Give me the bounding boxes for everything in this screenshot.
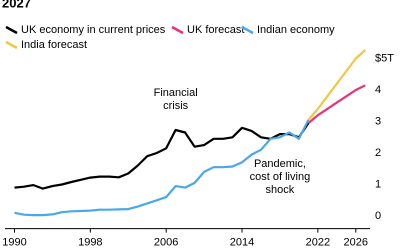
chart-title: 2027 (2, 0, 31, 10)
series-line (307, 49, 367, 121)
y-tick-label: 1 (375, 178, 381, 190)
y-tick-label: $5T (375, 52, 394, 64)
x-tick-label: 1998 (78, 237, 102, 249)
series-line (307, 84, 366, 124)
legend-label: UK forecast (187, 24, 244, 36)
x-tick-label: 1990 (2, 237, 26, 249)
legend-label: UK economy in current prices (21, 24, 166, 36)
y-tick-label: 2 (375, 147, 381, 159)
y-tick-label: 3 (375, 115, 381, 127)
series-line (14, 119, 310, 217)
legend-swatch (5, 25, 18, 35)
legend-label: Indian economy (257, 24, 335, 36)
legend-swatch (5, 40, 18, 50)
annotation: Financial (154, 87, 198, 99)
annotation: shock (266, 184, 295, 196)
y-tick-label: 0 (375, 210, 381, 222)
legend-swatch (241, 25, 254, 35)
y-tick-label: 4 (375, 84, 381, 96)
x-tick-label: 2014 (230, 237, 254, 249)
x-tick-label: 2006 (154, 237, 178, 249)
annotation: crisis (163, 100, 189, 112)
x-tick-label: 2026 (344, 237, 368, 249)
series-line (14, 122, 310, 190)
annotation: Pandemic, (254, 158, 306, 170)
legend-swatch (171, 25, 184, 35)
legend-label: India forecast (21, 39, 87, 51)
x-tick-label: 2022 (306, 237, 330, 249)
annotation: cost of living (250, 171, 311, 183)
